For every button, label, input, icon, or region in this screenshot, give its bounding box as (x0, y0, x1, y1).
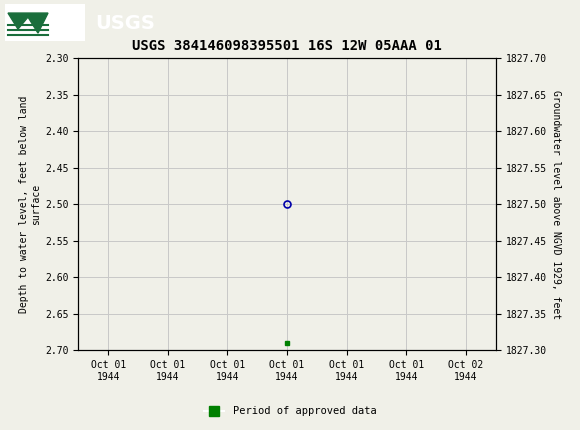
Title: USGS 384146098395501 16S 12W 05AAA 01: USGS 384146098395501 16S 12W 05AAA 01 (132, 39, 442, 53)
Polygon shape (8, 13, 48, 33)
Y-axis label: Depth to water level, feet below land
surface: Depth to water level, feet below land su… (19, 95, 41, 313)
Legend: Period of approved data: Period of approved data (200, 402, 380, 421)
Bar (5, 4, 85, 41)
Text: USGS: USGS (95, 14, 155, 33)
Y-axis label: Groundwater level above NGVD 1929, feet: Groundwater level above NGVD 1929, feet (551, 90, 561, 319)
